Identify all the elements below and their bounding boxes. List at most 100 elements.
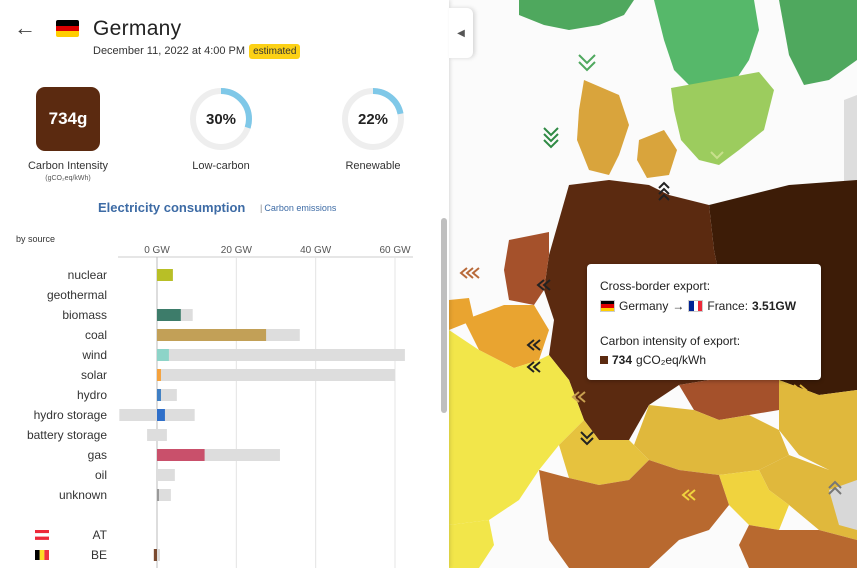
country-denmark-east[interactable] [637,130,677,178]
belgium-flag-icon [35,550,40,560]
source-label: coal [85,328,107,342]
capacity-bar [157,369,395,381]
flow-arrows [459,54,842,501]
axis-tick-label: 0 GW [144,245,170,256]
country-spain-edge [449,520,494,568]
country-baltic [844,95,857,195]
country-finland[interactable] [779,0,857,85]
by-source-label: by source [16,234,56,244]
source-label: geothermal [47,288,107,302]
export-tooltip: Cross-border export: Germany → France: 3… [587,264,821,380]
capacity-bar [157,429,167,441]
tooltip-ci-value: 734 [612,353,633,367]
source-label: battery storage [27,428,107,442]
production-bar [157,369,161,381]
capacity-bar [157,469,175,481]
tooltip-title: Cross-border export: [600,279,711,293]
renewable-ring [342,88,404,150]
country-italy[interactable] [539,460,729,568]
austria-flag-icon [34,533,50,537]
storage-capacity-bar [119,409,157,421]
country-netherlands[interactable] [504,232,549,305]
country-uk-edge [449,298,474,330]
tooltip-from: Germany [619,299,669,313]
source-label: oil [95,468,107,482]
exchange-label: AT [93,528,108,542]
france-flag-icon [688,300,704,312]
tooltip-to: France: [707,299,749,313]
austria-flag-icon [35,536,49,540]
production-bar [157,409,165,421]
country-slovakia[interactable] [779,380,857,470]
capacity-bar [157,349,405,361]
capacity-bar [157,409,195,421]
low-carbon-value: 30% [205,111,237,128]
belgium-flag-icon [44,550,49,560]
capacity-bar [157,389,177,401]
country-hungary[interactable] [759,455,857,540]
country-romania [829,480,857,530]
source-label: gas [88,448,107,462]
back-arrow-icon[interactable]: ← [14,15,36,40]
production-bar [157,329,267,341]
carbon-intensity-label: Carbon Intensity [27,160,109,172]
axis-tick-label: 60 GW [379,245,411,256]
ci-color-swatch [600,356,608,364]
germany-flag-icon [600,300,615,312]
country-switzerland[interactable] [559,420,649,485]
source-label: hydro [77,388,107,402]
production-bar [157,349,169,361]
estimated-badge: estimated [249,44,301,59]
source-label: biomass [62,308,107,322]
production-bar [157,449,205,461]
tab-electricity-consumption[interactable]: Electricity consumption [98,200,246,215]
source-label: solar [81,368,107,382]
carbon-intensity-unit: (gCO₂eq/kWh) [45,175,91,182]
storage-capacity-bar [147,429,157,441]
production-bar [157,309,181,321]
low-carbon-ring-arc [190,88,252,150]
production-bar [157,269,173,281]
renewable-value: 22% [357,111,389,128]
tooltip-ci-title: Carbon intensity of export: [600,334,741,348]
low-carbon-ring [190,88,252,150]
tooltip-ci: 734 gCO₂eq/kWh [600,353,706,367]
chevron-left-icon: ◀ [457,27,465,39]
panel-scrollbar[interactable] [441,218,447,413]
tooltip-ci-unit: gCO₂eq/kWh [636,353,707,367]
country-belgium[interactable] [464,305,549,368]
source-label: nuclear [68,268,107,282]
zone-datetime: December 11, 2022 at 4:00 PM estimated [93,44,301,59]
source-label: hydro storage [34,408,108,422]
country-denmark-west[interactable] [577,80,629,175]
exchange-bar [153,549,157,561]
country-france[interactable] [449,330,584,525]
carbon-intensity-box: 734g [36,87,100,151]
tooltip-arrow: → [672,299,685,313]
tooltip-flow: Germany → France: 3.51GW [600,299,796,313]
collapse-panel-button[interactable]: ◀ [449,8,473,58]
country-austria[interactable] [634,405,789,475]
tooltip-value: 3.51GW [752,299,797,313]
capacity-bar [157,489,171,501]
country-sweden[interactable] [654,0,759,90]
exchange-capacity-bar [157,549,160,561]
country-slovenia[interactable] [719,470,789,530]
austria-flag-icon [35,530,49,534]
production-chart: 0 GW 20 GW 40 GW 60 GW nuclear geothermal biom… [27,245,413,568]
tab-carbon-emissions[interactable]: Carbon emissions [260,203,336,213]
zone-details-panel: ← Germany December 11, 2022 at 4:00 PM es… [0,0,449,568]
production-bar [157,389,161,401]
germany-flag-icon [56,20,79,37]
datetime-text: December 11, 2022 at 4:00 PM [93,45,246,57]
exchange-label: BE [91,548,107,562]
source-label: unknown [59,488,107,502]
renewable-ring-arc [342,88,404,150]
source-label: wind [81,348,107,362]
country-balkans[interactable] [739,525,857,568]
belgium-flag-icon [39,550,45,560]
country-sweden-south[interactable] [671,72,774,165]
axis-tick-label: 20 GW [221,245,253,256]
low-carbon-label: Low-carbon [192,160,250,172]
country-norway[interactable] [519,0,634,30]
